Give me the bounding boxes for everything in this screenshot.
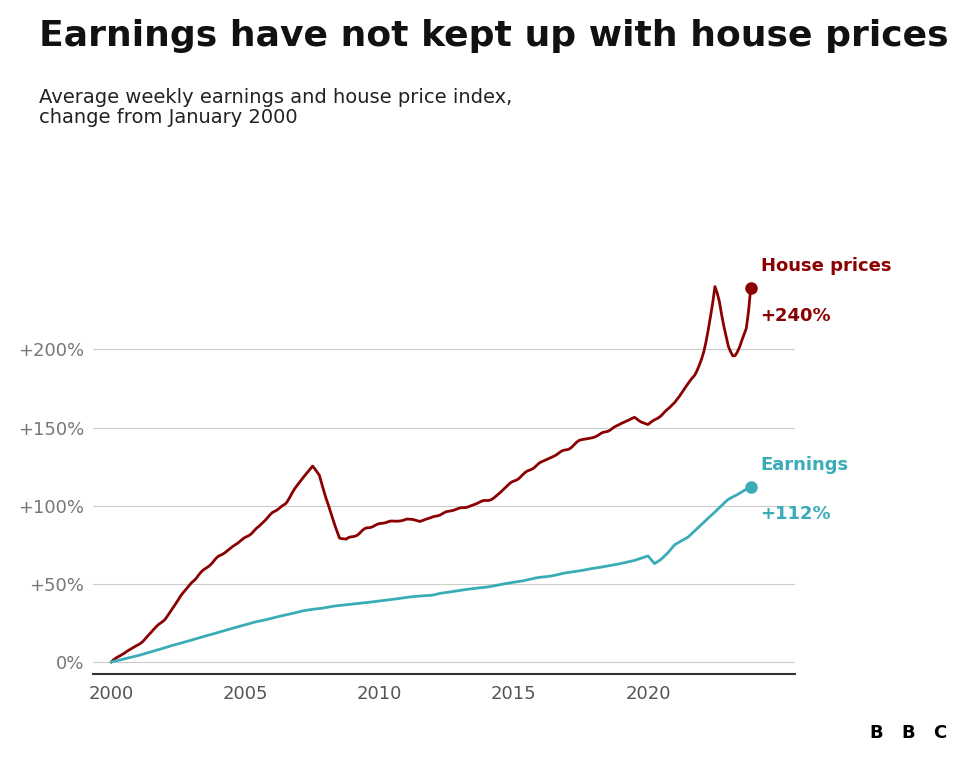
Text: Average weekly earnings and house price index,: Average weekly earnings and house price … — [39, 88, 512, 107]
Bar — [926, 722, 954, 744]
Text: Earnings: Earnings — [760, 456, 849, 474]
Text: +112%: +112% — [760, 505, 832, 523]
Text: change from January 2000: change from January 2000 — [39, 108, 298, 127]
Text: Sources: ONS, HM Land Registry. Data to October 2023.: Sources: ONS, HM Land Registry. Data to … — [12, 726, 439, 741]
Text: Earnings have not kept up with house prices: Earnings have not kept up with house pri… — [39, 19, 949, 53]
Text: B: B — [870, 725, 883, 742]
Text: B: B — [901, 725, 915, 742]
Text: House prices: House prices — [760, 258, 891, 275]
Bar — [862, 722, 890, 744]
Bar — [894, 722, 922, 744]
Text: C: C — [933, 725, 947, 742]
Text: +240%: +240% — [760, 306, 832, 325]
